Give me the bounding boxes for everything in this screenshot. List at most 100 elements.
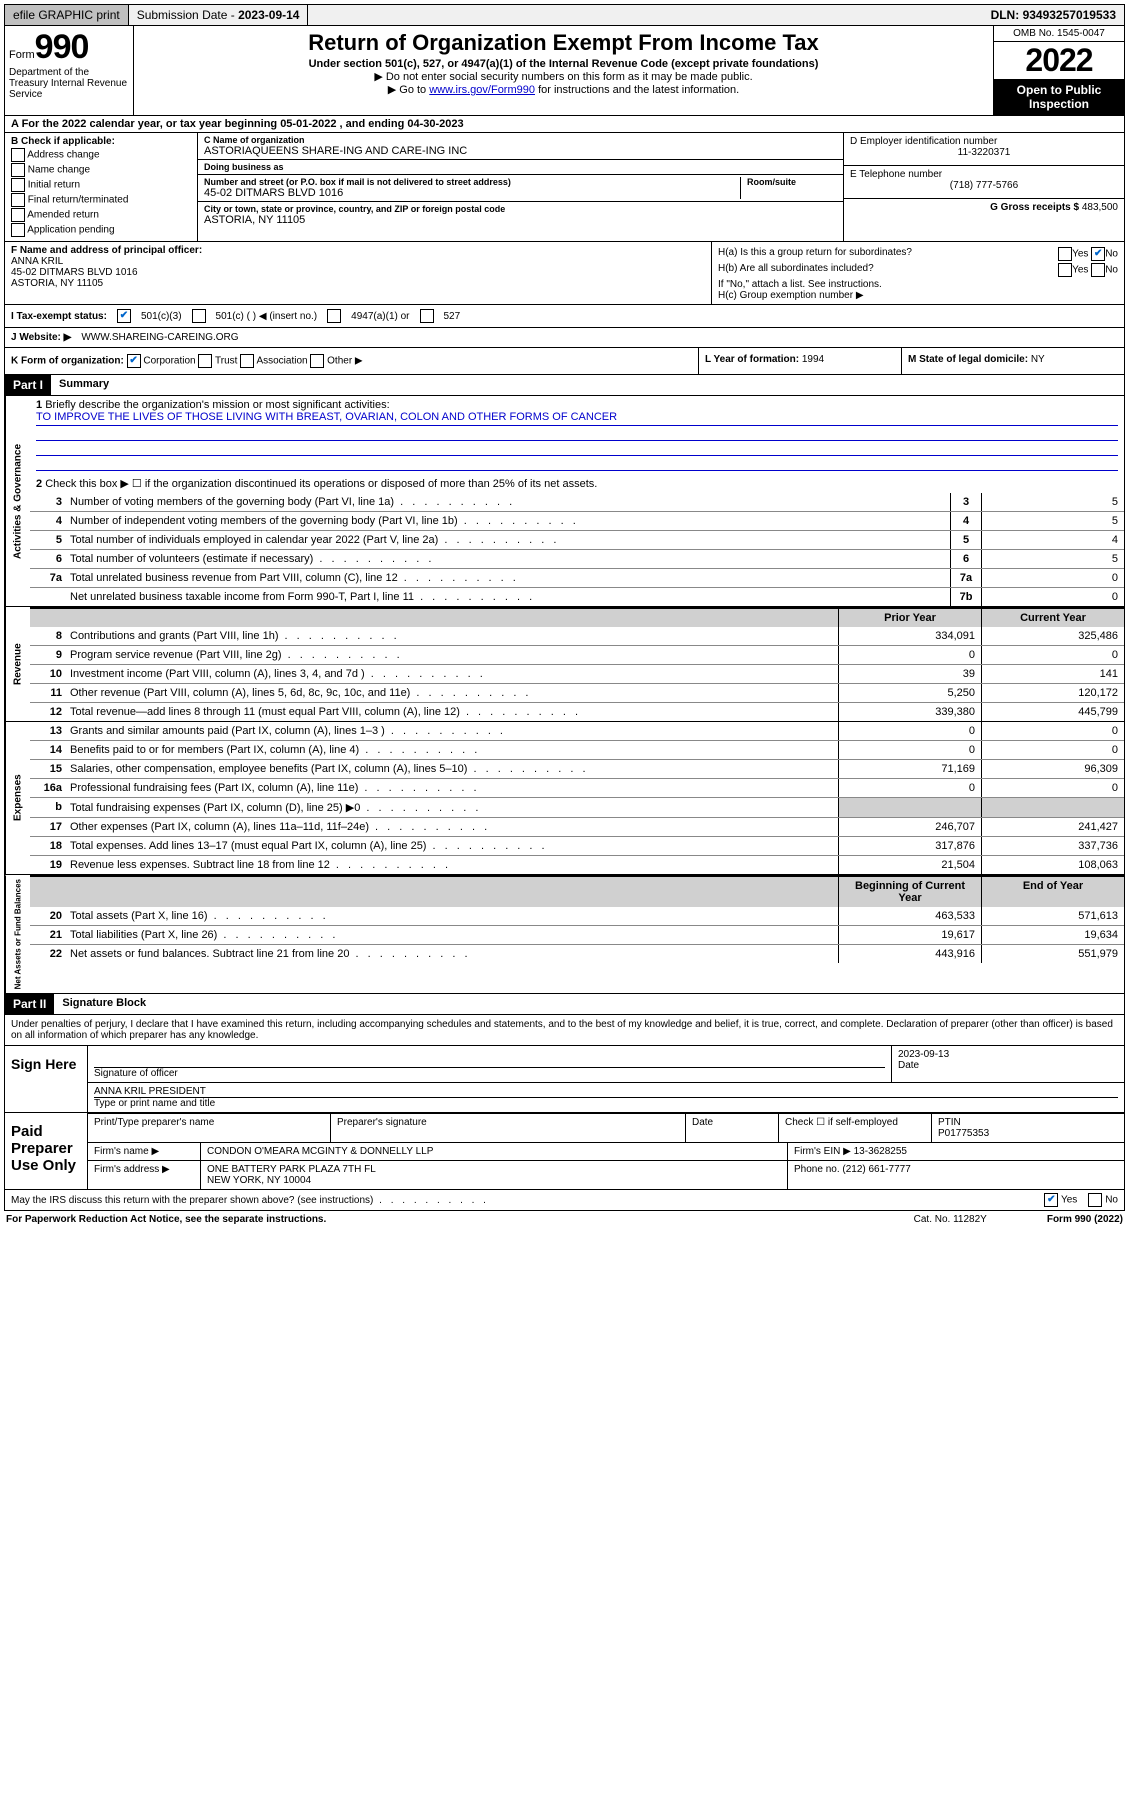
summary-line: 16a Professional fundraising fees (Part … bbox=[30, 778, 1124, 797]
signature-date: 2023-09-13 Date bbox=[892, 1046, 1124, 1082]
tax-year: 2022 bbox=[994, 42, 1124, 79]
section-expenses: Expenses 13 Grants and similar amounts p… bbox=[4, 722, 1125, 875]
hb-yes-checkbox[interactable] bbox=[1058, 263, 1072, 277]
chk-other[interactable] bbox=[310, 354, 324, 368]
section-net-assets: Net Assets or Fund Balances Beginning of… bbox=[4, 875, 1125, 994]
subtitle-3: ▶ Go to www.irs.gov/Form990 for instruct… bbox=[138, 83, 989, 96]
vlabel-governance: Activities & Governance bbox=[5, 396, 30, 606]
phone-label: E Telephone number bbox=[850, 169, 1118, 180]
dba-label: Doing business as bbox=[204, 162, 837, 172]
summary-line: Net unrelated business taxable income fr… bbox=[30, 587, 1124, 606]
chk-address-change[interactable]: Address change bbox=[11, 148, 191, 162]
irs-no-checkbox[interactable] bbox=[1088, 1193, 1102, 1207]
prep-date-label: Date bbox=[686, 1114, 779, 1142]
self-employed-check[interactable]: Check ☐ if self-employed bbox=[779, 1114, 932, 1142]
form-header: Form990 Department of the Treasury Inter… bbox=[4, 26, 1125, 116]
chk-501c[interactable] bbox=[192, 309, 206, 323]
paid-preparer-label: Paid Preparer Use Only bbox=[5, 1113, 88, 1189]
row-i-tax-status: I Tax-exempt status: 501(c)(3) 501(c) ( … bbox=[4, 305, 1125, 328]
year-box: OMB No. 1545-0047 2022 Open to Public In… bbox=[993, 26, 1124, 115]
subtitle-1: Under section 501(c), 527, or 4947(a)(1)… bbox=[138, 58, 989, 70]
open-to-public: Open to Public Inspection bbox=[994, 79, 1124, 115]
chk-initial-return[interactable]: Initial return bbox=[11, 178, 191, 192]
chk-501c3[interactable] bbox=[117, 309, 131, 323]
may-irs-discuss-row: May the IRS discuss this return with the… bbox=[4, 1190, 1125, 1211]
form-number-box: Form990 Department of the Treasury Inter… bbox=[5, 26, 134, 115]
col-c-org-info: C Name of organization ASTORIAQUEENS SHA… bbox=[198, 133, 844, 241]
col-de: D Employer identification number 11-3220… bbox=[844, 133, 1124, 241]
hb-note: If "No," attach a list. See instructions… bbox=[718, 279, 1118, 290]
col-b-label: B Check if applicable: bbox=[11, 136, 115, 147]
top-bar: efile GRAPHIC print Submission Date - 20… bbox=[4, 4, 1125, 26]
group-return: H(a) Is this a group return for subordin… bbox=[712, 242, 1124, 304]
city-label: City or town, state or province, country… bbox=[204, 204, 837, 214]
hb-label: H(b) Are all subordinates included? bbox=[718, 263, 874, 277]
street-value: 45-02 DITMARS BLVD 1016 bbox=[204, 187, 740, 199]
hb-no-checkbox[interactable] bbox=[1091, 263, 1105, 277]
mission-text: TO IMPROVE THE LIVES OF THOSE LIVING WIT… bbox=[36, 411, 1118, 426]
summary-line: 20 Total assets (Part X, line 16) 463,53… bbox=[30, 907, 1124, 925]
ha-label: H(a) Is this a group return for subordin… bbox=[718, 247, 912, 261]
col-prior-year: Prior Year bbox=[838, 609, 981, 627]
summary-line: 8 Contributions and grants (Part VIII, l… bbox=[30, 627, 1124, 645]
gross-label: G Gross receipts $ bbox=[990, 202, 1082, 213]
col-begin-year: Beginning of Current Year bbox=[838, 877, 981, 907]
officer-signature-line: Signature of officer bbox=[88, 1046, 892, 1082]
omb-number: OMB No. 1545-0047 bbox=[994, 26, 1124, 42]
chk-4947[interactable] bbox=[327, 309, 341, 323]
irs-yes-checkbox[interactable] bbox=[1044, 1193, 1058, 1207]
firm-addr-label: Firm's address ▶ bbox=[88, 1161, 201, 1189]
irs-link[interactable]: www.irs.gov/Form990 bbox=[429, 84, 535, 96]
ein-label: D Employer identification number bbox=[850, 136, 1118, 147]
form-title: Return of Organization Exempt From Incom… bbox=[138, 30, 989, 56]
form-of-org: K Form of organization: Corporation Trus… bbox=[5, 348, 699, 374]
row-fh: F Name and address of principal officer:… bbox=[4, 242, 1125, 305]
submission-value: 2023-09-14 bbox=[238, 8, 299, 22]
page-footer: For Paperwork Reduction Act Notice, see … bbox=[4, 1211, 1125, 1228]
officer-name-line: ANNA KRIL PRESIDENT Type or print name a… bbox=[88, 1083, 1124, 1112]
row-j-website: J Website: ▶ WWW.SHAREING-CAREING.ORG bbox=[4, 328, 1125, 348]
part2-title: Signature Block bbox=[54, 994, 1124, 1014]
gross-value: 483,500 bbox=[1082, 202, 1118, 213]
city-value: ASTORIA, NY 11105 bbox=[204, 214, 837, 226]
identity-grid: B Check if applicable: Address change Na… bbox=[4, 133, 1125, 242]
submission-label: Submission Date - bbox=[137, 8, 238, 22]
q2: Check this box ▶ ☐ if the organization d… bbox=[45, 478, 597, 490]
may-irs-text: May the IRS discuss this return with the… bbox=[11, 1195, 489, 1206]
summary-line: 18 Total expenses. Add lines 13–17 (must… bbox=[30, 836, 1124, 855]
ein-value: 11-3220371 bbox=[850, 147, 1118, 158]
org-name-label: C Name of organization bbox=[204, 135, 837, 145]
form-title-box: Return of Organization Exempt From Incom… bbox=[134, 26, 993, 115]
summary-line: 9 Program service revenue (Part VIII, li… bbox=[30, 645, 1124, 664]
part1-header: Part I bbox=[5, 375, 51, 395]
efile-print-button[interactable]: efile GRAPHIC print bbox=[5, 5, 129, 25]
summary-line: 4 Number of independent voting members o… bbox=[30, 511, 1124, 530]
chk-final-return[interactable]: Final return/terminated bbox=[11, 193, 191, 207]
form-990-note: Form 990 (2022) bbox=[1047, 1214, 1123, 1225]
summary-line: 15 Salaries, other compensation, employe… bbox=[30, 759, 1124, 778]
summary-line: 11 Other revenue (Part VIII, column (A),… bbox=[30, 683, 1124, 702]
chk-association[interactable] bbox=[240, 354, 254, 368]
summary-line: 7a Total unrelated business revenue from… bbox=[30, 568, 1124, 587]
summary-line: 6 Total number of volunteers (estimate i… bbox=[30, 549, 1124, 568]
firm-name-label: Firm's name ▶ bbox=[88, 1143, 201, 1160]
chk-527[interactable] bbox=[420, 309, 434, 323]
vlabel-net: Net Assets or Fund Balances bbox=[5, 875, 30, 993]
chk-name-change[interactable]: Name change bbox=[11, 163, 191, 177]
department-label: Department of the Treasury Internal Reve… bbox=[9, 67, 129, 100]
street-label: Number and street (or P.O. box if mail i… bbox=[204, 177, 740, 187]
summary-line: b Total fundraising expenses (Part IX, c… bbox=[30, 797, 1124, 817]
summary-line: 21 Total liabilities (Part X, line 26) 1… bbox=[30, 925, 1124, 944]
ha-no-checkbox[interactable] bbox=[1091, 247, 1105, 261]
chk-trust[interactable] bbox=[198, 354, 212, 368]
prep-name-label: Print/Type preparer's name bbox=[88, 1114, 331, 1142]
chk-amended-return[interactable]: Amended return bbox=[11, 208, 191, 222]
summary-line: 3 Number of voting members of the govern… bbox=[30, 493, 1124, 511]
chk-application-pending[interactable]: Application pending bbox=[11, 223, 191, 237]
firm-ein: Firm's EIN ▶ 13-3628255 bbox=[788, 1143, 1124, 1160]
col-end-year: End of Year bbox=[981, 877, 1124, 907]
chk-corporation[interactable] bbox=[127, 354, 141, 368]
ha-yes-checkbox[interactable] bbox=[1058, 247, 1072, 261]
vlabel-revenue: Revenue bbox=[5, 607, 30, 721]
col-current-year: Current Year bbox=[981, 609, 1124, 627]
